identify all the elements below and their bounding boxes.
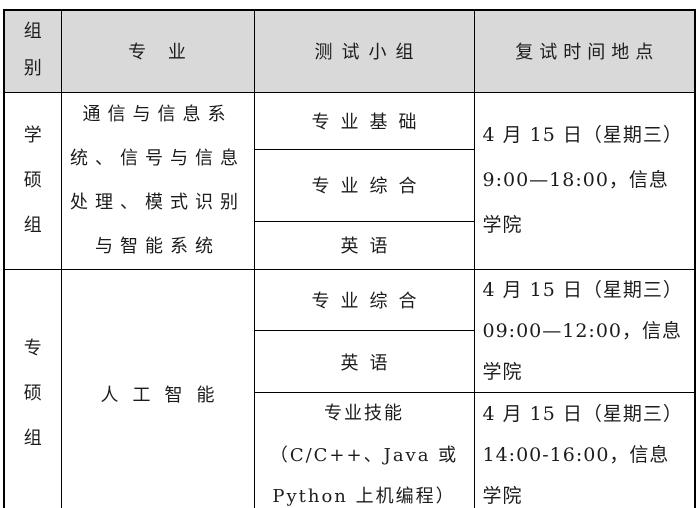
test-cell: 专业基础 bbox=[253, 91, 475, 150]
header-cell-group: 组别 bbox=[3, 9, 62, 93]
test-cell: 专业综合 bbox=[253, 268, 475, 331]
major-cell-professional: 人工智能 bbox=[60, 268, 255, 508]
test-cell: 专业综合 bbox=[253, 148, 475, 223]
group-cell-academic: 学硕组 bbox=[3, 91, 62, 270]
group-label: 学硕组 bbox=[23, 125, 42, 237]
table-row: 专硕组 人工智能 专业综合 4 月 15 日（星期三） 09:00—12:00，… bbox=[3, 268, 696, 508]
group-label: 专硕组 bbox=[23, 338, 42, 450]
table-row: 专业技能 （C/C++、Java 或 Python 上机编程） 4 月 15 日… bbox=[4, 392, 696, 508]
table-header-row: 组别 专 业 测试小组 复试时间地点 bbox=[3, 9, 696, 93]
group-cell-professional: 专硕组 bbox=[3, 268, 62, 508]
time-cell: 4 月 15 日（星期三） 14:00-16:00，信息 学院 bbox=[473, 392, 696, 508]
header-group-label: 组别 bbox=[23, 21, 42, 80]
header-cell-time-place: 复试时间地点 bbox=[473, 9, 696, 93]
table-row: 学硕组 通信与信息系 统、信号与信息 处理、模式识别 与智能系统 专业基础 4 … bbox=[3, 91, 696, 270]
table-row: 专业综合 bbox=[4, 148, 695, 223]
test-cell: 英语 bbox=[253, 329, 475, 394]
time-cell: 4 月 15 日（星期三） 9:00—18:00，信息 学院 bbox=[473, 91, 696, 270]
table-row: 英语 bbox=[4, 221, 695, 270]
header-cell-major: 专 业 bbox=[60, 9, 255, 93]
retest-schedule-table: 组别 专 业 测试小组 复试时间地点 学硕组 通信与信息系 统、信号与信息 处理… bbox=[3, 9, 696, 508]
test-cell: 专业技能 （C/C++、Java 或 Python 上机编程） bbox=[253, 392, 475, 508]
major-cell-academic: 通信与信息系 统、信号与信息 处理、模式识别 与智能系统 bbox=[60, 91, 255, 270]
header-cell-test-group: 测试小组 bbox=[253, 9, 475, 93]
test-cell: 英语 bbox=[253, 221, 475, 270]
time-cell: 4 月 15 日（星期三） 09:00—12:00，信息 学院 bbox=[473, 268, 696, 394]
